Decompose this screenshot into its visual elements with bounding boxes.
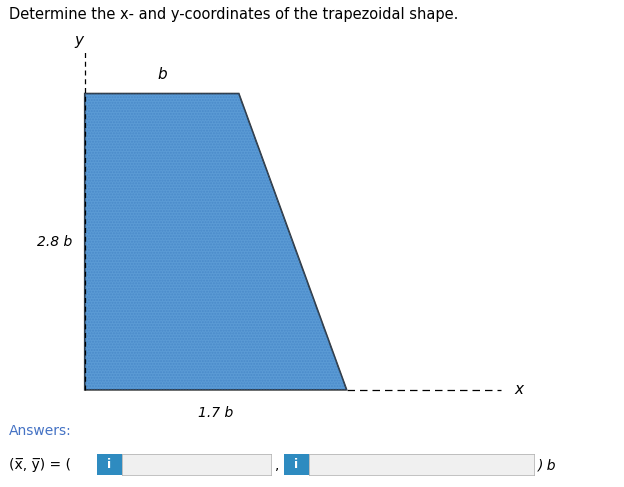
Text: b: b [157,67,167,82]
Text: 2.8 b: 2.8 b [37,235,72,249]
Text: Answers:: Answers: [9,424,72,438]
Text: ) b: ) b [538,458,557,472]
Text: i: i [295,458,298,471]
Text: Determine the x- and y-coordinates of the trapezoidal shape.: Determine the x- and y-coordinates of th… [9,7,459,22]
Text: x: x [515,382,524,397]
Text: i: i [107,458,111,471]
Polygon shape [85,94,347,390]
Text: y: y [74,33,83,48]
Text: 1.7 b: 1.7 b [198,406,233,420]
Text: (x̅, y̅) = (: (x̅, y̅) = ( [9,458,71,472]
Text: ,: , [275,458,279,472]
